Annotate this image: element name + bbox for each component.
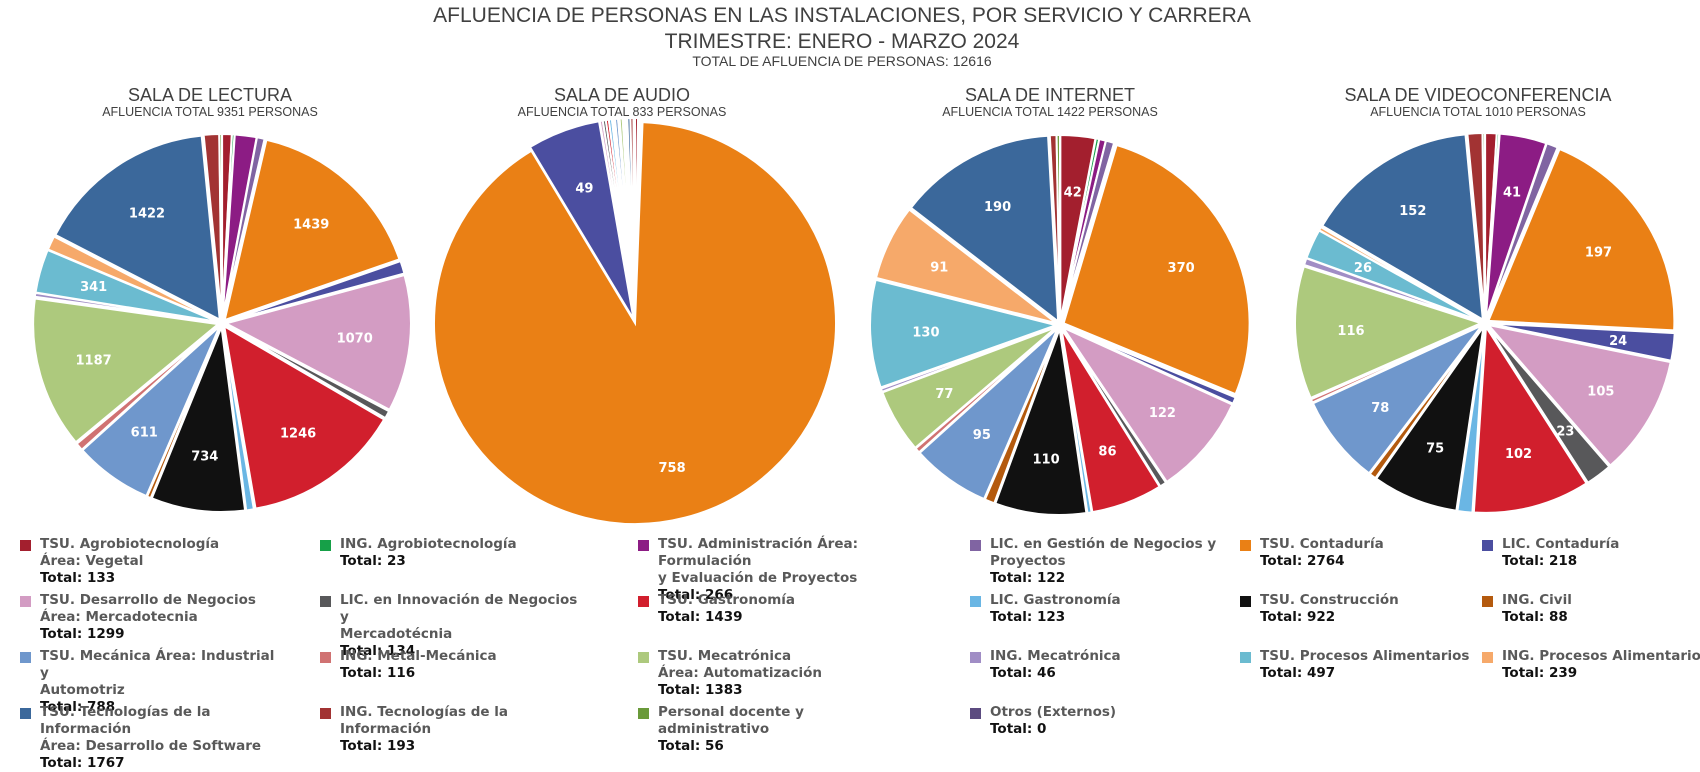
- data-label-audio-4: 758: [659, 461, 686, 476]
- data-label-videoconferencia-10: 75: [1426, 442, 1444, 457]
- data-label-internet-18: 190: [984, 200, 1011, 215]
- pie-slice-internet-15: [879, 325, 1057, 394]
- pie-slice-videoconferencia-5: [1488, 322, 1676, 362]
- pie-slice-lectura-9: [221, 326, 256, 512]
- data-label-lectura-18: 1422: [129, 207, 165, 222]
- pie-sala-de-internet: SALA DE INTERNET AFLUENCIA TOTAL 1422 PE…: [942, 85, 1158, 119]
- pie-slice-internet-17: [874, 208, 1058, 325]
- pie-sala-de-audio: SALA DE AUDIO AFLUENCIA TOTAL 833 PERSON…: [518, 85, 727, 119]
- pie-title-videoconferencia: SALA DE VIDEOCONFERENCIA: [1344, 85, 1611, 105]
- data-label-videoconferencia-5: 24: [1609, 334, 1627, 349]
- pie-slice-lectura-8: [222, 324, 386, 510]
- pie-slice-internet-20: [1055, 133, 1061, 322]
- pie-slice-lectura-4: [223, 138, 401, 322]
- data-label-videoconferencia-2: 41: [1503, 186, 1521, 201]
- chart-total-label: TOTAL DE AFLUENCIA DE PERSONAS: 12616: [692, 53, 992, 69]
- pie-slice-internet-10: [994, 328, 1088, 516]
- pie-slice-videoconferencia-18: [1320, 133, 1485, 322]
- pie-slice-videoconferencia-4: [1486, 147, 1676, 332]
- pie-slice-videoconferencia-14: [1294, 265, 1484, 400]
- legend-total-18: Total: 1767: [40, 755, 125, 771]
- pie-slice-lectura-5: [225, 259, 406, 323]
- pie-title-internet: SALA DE INTERNET: [965, 85, 1135, 105]
- pie-slice-videoconferencia-12: [1311, 324, 1483, 475]
- pie-slice-lectura-18: [53, 134, 221, 322]
- pie-slice-videoconferencia-7: [1486, 325, 1611, 485]
- data-label-internet-17: 91: [930, 260, 948, 275]
- pie-slice-lectura-12: [81, 325, 221, 498]
- data-label-videoconferencia-8: 102: [1505, 447, 1532, 462]
- pie-slice-audio-20: [632, 116, 636, 320]
- data-label-internet-10: 110: [1033, 452, 1060, 467]
- pie-slice-internet-4: [1062, 143, 1251, 396]
- pie-subtitle-lectura: AFLUENCIA TOTAL 9351 PERSONAS: [102, 105, 318, 119]
- pie-slice-internet-9: [1059, 328, 1093, 515]
- pie-slice-videoconferencia-20: [1481, 131, 1486, 320]
- data-label-lectura-14: 1187: [75, 354, 111, 369]
- pie-slice-lectura-20: [218, 132, 223, 320]
- pie-slice-lectura-14: [32, 297, 221, 444]
- pie-slice-videoconferencia-3: [1485, 142, 1559, 320]
- data-label-videoconferencia-14: 116: [1337, 324, 1364, 339]
- chart-subtitle: TRIMESTRE: ENERO - MARZO 2024: [665, 30, 1020, 53]
- pie-charts-figure: AFLUENCIA DE PERSONAS EN LAS INSTALACION…: [32, 4, 1676, 525]
- pie-subtitle-audio: AFLUENCIA TOTAL 833 PERSONAS: [518, 105, 727, 119]
- data-label-lectura-6: 1070: [337, 332, 373, 347]
- pie-slice-internet-6: [1060, 325, 1234, 484]
- data-label-videoconferencia-12: 78: [1371, 401, 1389, 416]
- pie-slice-internet-18: [909, 134, 1060, 324]
- pie-slice-lectura-13: [75, 324, 220, 452]
- data-label-lectura-16: 341: [80, 280, 107, 295]
- data-label-videoconferencia-4: 197: [1585, 245, 1612, 260]
- pie-slice-lectura-10: [150, 323, 247, 513]
- pie-slice-lectura-3: [221, 136, 266, 320]
- pie-subtitle-internet: AFLUENCIA TOTAL 1422 PERSONAS: [942, 105, 1158, 119]
- pie-slices-layer: 1439 1070 1246 734 611 1187 341 1422 758 49 42 370 1…: [32, 116, 1676, 525]
- pie-slice-videoconferencia-8: [1472, 323, 1588, 514]
- data-label-videoconferencia-6: 105: [1587, 385, 1614, 400]
- pie-slice-videoconferencia-10: [1374, 326, 1485, 512]
- pie-slice-lectura-6: [223, 273, 412, 412]
- data-label-internet-6: 122: [1149, 406, 1176, 421]
- pie-slice-videoconferencia-11: [1368, 325, 1484, 480]
- data-label-internet-4: 370: [1168, 261, 1195, 276]
- pie-title-lectura: SALA DE LECTURA: [128, 85, 292, 105]
- data-label-lectura-4: 1439: [293, 218, 329, 233]
- pie-slice-videoconferencia-13: [1309, 323, 1482, 404]
- pie-slice-videoconferencia-17: [1317, 225, 1483, 322]
- data-label-internet-16: 130: [912, 325, 939, 340]
- data-label-lectura-8: 1246: [280, 427, 316, 442]
- data-label-videoconferencia-18: 152: [1399, 204, 1426, 219]
- pie-slice-internet-5: [1063, 325, 1237, 405]
- pie-slice-internet-3: [1060, 139, 1116, 322]
- data-label-videoconferencia-7: 23: [1556, 424, 1574, 439]
- data-label-videoconferencia-16: 26: [1354, 261, 1372, 276]
- pie-subtitle-videoconferencia: AFLUENCIA TOTAL 1010 PERSONAS: [1370, 105, 1586, 119]
- pie-slice-internet-16: [869, 278, 1060, 389]
- data-label-audio-5: 49: [575, 181, 593, 196]
- pie-slice-lectura-17: [46, 235, 219, 323]
- data-label-lectura-10: 734: [191, 449, 218, 464]
- chart-title: AFLUENCIA DE PERSONAS EN LAS INSTALACION…: [433, 4, 1251, 27]
- pie-slice-videoconferencia-9: [1456, 326, 1486, 514]
- pie-title-audio: SALA DE AUDIO: [554, 85, 690, 105]
- data-label-internet-14: 77: [935, 387, 953, 402]
- pie-sala-de-lectura: SALA DE LECTURA AFLUENCIA TOTAL 9351 PER…: [102, 85, 318, 119]
- pie-slice-lectura-7: [224, 324, 391, 420]
- data-label-lectura-12: 611: [131, 426, 158, 441]
- data-label-internet-12: 95: [973, 428, 991, 443]
- pie-slice-audio-4: [433, 121, 837, 525]
- data-label-internet-8: 86: [1098, 445, 1116, 460]
- pie-sala-de-videoconferencia: SALA DE VIDEOCONFERENCIA AFLUENCIA TOTAL…: [1344, 85, 1611, 119]
- data-label-internet-0: 42: [1064, 185, 1082, 200]
- pie-slice-videoconferencia-6: [1485, 323, 1672, 467]
